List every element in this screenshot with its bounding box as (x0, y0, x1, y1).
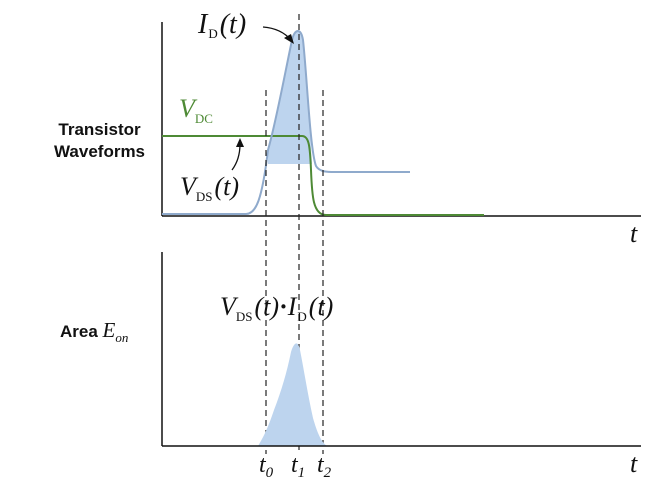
t1-label: t1 (291, 452, 305, 481)
area-label-text: Area (60, 322, 98, 341)
product-dot: · (279, 292, 288, 321)
id-label-sub: D (208, 26, 217, 41)
vdc-waveform (162, 135, 484, 216)
vds-label-main: V (180, 172, 199, 201)
t0-label-sub: 0 (266, 465, 274, 481)
top-t-axis-label: t (630, 219, 638, 248)
transistor-label-line2: Waveforms (54, 142, 146, 161)
vds-label: VDS(t) (180, 172, 239, 204)
id-label: ID(t) (197, 9, 246, 41)
vdc-label-sub: DC (195, 111, 213, 126)
t0-label-main: t (259, 452, 267, 478)
vdc-label-main: V (179, 94, 198, 123)
id-label-arg: (t) (220, 9, 246, 40)
transistor-waveforms-label: Transistor Waveforms (54, 119, 145, 163)
t1-label-sub: 1 (298, 465, 306, 481)
vds-arrow (231, 143, 241, 171)
id-arrowhead (284, 34, 294, 44)
vds-arrowhead (236, 138, 244, 147)
product-v-arg: (t) (255, 292, 280, 321)
t2-label-sub: 2 (324, 465, 332, 481)
transistor-label-line1: Transistor (58, 120, 141, 139)
vds-label-arg: (t) (215, 172, 240, 201)
product-v-sub: DS (236, 309, 253, 324)
t2-label-main: t (317, 452, 325, 478)
id-label-main: I (197, 9, 209, 40)
t1-label-main: t (291, 452, 299, 478)
id-pulse-fill (268, 31, 312, 164)
eon-area-fill (258, 343, 327, 446)
area-eon-label: Area Eon (60, 318, 129, 345)
vds-label-sub: DS (196, 189, 213, 204)
t0-label: t0 (259, 452, 274, 481)
eon-symbol: E (102, 318, 116, 342)
bottom-t-axis-label: t (630, 449, 638, 478)
product-i-arg: (t) (309, 292, 334, 321)
product-i-main: I (287, 292, 298, 321)
vdc-label: VDC (179, 94, 213, 126)
eon-subscript: on (115, 330, 129, 345)
product-i-sub: D (297, 309, 306, 324)
product-v-main: V (220, 292, 239, 321)
product-label: VDS(t)·ID(t) (220, 292, 333, 324)
t2-label: t2 (317, 452, 332, 481)
